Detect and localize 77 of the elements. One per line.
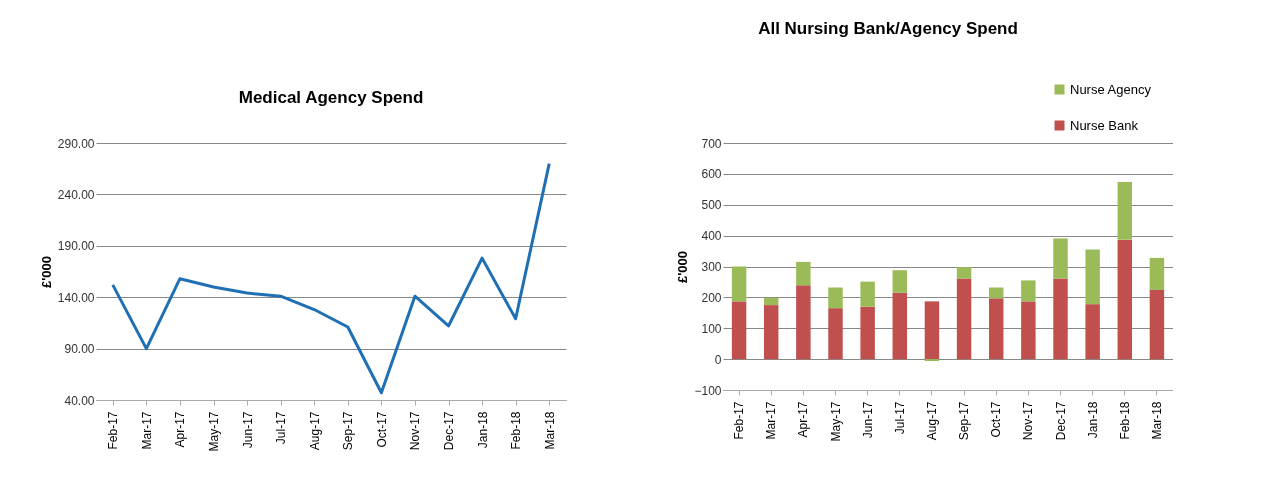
x-tick-label: Nov-17 [408, 411, 423, 451]
x-tick-label: Nov-17 [1021, 401, 1036, 441]
bar [796, 261, 811, 286]
x-tick-label: Oct-17 [989, 401, 1004, 438]
x-tick-label: Mar-18 [542, 411, 557, 450]
y-axis-title: £'000 [38, 255, 54, 289]
y-tick-label: 500 [701, 198, 722, 213]
bar [860, 306, 875, 360]
bar [1085, 249, 1100, 305]
y-tick-label: 140.00 [57, 290, 95, 305]
bar [796, 285, 811, 360]
bar [956, 278, 972, 360]
y-tick-label: 0 [714, 352, 722, 367]
y-tick-label: 240.00 [57, 187, 95, 202]
bar [1117, 239, 1133, 360]
x-tick-label: Mar-18 [1149, 401, 1164, 440]
bar [1021, 301, 1036, 360]
y-tick-label: −100 [694, 383, 722, 398]
x-tick-label: Feb-18 [1117, 401, 1132, 440]
x-tick-label: Jul-17 [892, 401, 907, 435]
y-tick-label: 600 [701, 167, 722, 182]
y-tick-label: 90.00 [64, 342, 95, 357]
chart-title: All Nursing Bank/Agency Spend [758, 19, 1018, 38]
x-tick-label: Feb-18 [509, 411, 524, 450]
bar [1149, 257, 1165, 290]
bar [1053, 238, 1068, 279]
bar [924, 301, 940, 360]
bar [988, 298, 1004, 360]
y-tick-label: 400 [701, 229, 722, 244]
x-tick-label: Aug-17 [924, 401, 939, 441]
bar [763, 305, 779, 360]
x-tick-label: May-17 [828, 401, 843, 442]
x-tick-label: Jul-17 [274, 411, 289, 445]
bar [988, 287, 1004, 299]
y-tick-label: 40.00 [64, 393, 95, 408]
x-tick-label: Oct-17 [374, 411, 389, 448]
bar [1149, 289, 1165, 360]
bar [1021, 280, 1036, 302]
x-tick-label: Apr-17 [173, 411, 188, 448]
x-tick-label: Sep-17 [341, 411, 356, 451]
line-series [111, 162, 551, 395]
x-tick-label: Mar-17 [764, 401, 779, 440]
bar [892, 270, 908, 293]
x-tick-label: Feb-17 [106, 411, 121, 450]
chart-title: Medical Agency Spend [238, 88, 424, 107]
bar [828, 308, 843, 360]
x-tick-label: Sep-17 [957, 401, 972, 441]
bar [1053, 278, 1068, 360]
bar [731, 266, 747, 302]
x-tick-label: Mar-17 [139, 411, 154, 450]
bar [860, 281, 875, 307]
bar [1117, 181, 1133, 240]
y-tick-label: 300 [701, 260, 722, 274]
x-tick-label: Jun-17 [860, 401, 875, 439]
bar [956, 267, 972, 279]
x-tick-label: Jun-17 [240, 411, 255, 449]
x-tick-label: Dec-17 [442, 411, 456, 451]
x-tick-label: Apr-17 [796, 401, 811, 438]
bar [828, 287, 843, 309]
legend-label: Nurse Bank [1070, 117, 1139, 133]
y-tick-label: 100 [701, 321, 722, 336]
x-tick-label: May-17 [207, 411, 221, 452]
y-tick-label: 700 [701, 136, 722, 151]
x-tick-label: Aug-17 [307, 411, 322, 451]
y-tick-label: 190.00 [57, 239, 95, 254]
x-tick-label: Jan-18 [475, 411, 490, 449]
x-tick-label: Jan-18 [1085, 401, 1100, 439]
y-tick-label: 290.00 [57, 136, 95, 151]
bar [892, 292, 908, 360]
y-axis-title: £'000 [675, 250, 691, 284]
y-tick-label: 200 [701, 290, 722, 305]
bar [1085, 304, 1100, 360]
bar [763, 297, 779, 306]
x-tick-label: Dec-17 [1053, 401, 1068, 441]
x-tick-label: Feb-17 [732, 401, 747, 440]
legend-label: Nurse Agency [1070, 81, 1152, 97]
bar [731, 301, 747, 360]
